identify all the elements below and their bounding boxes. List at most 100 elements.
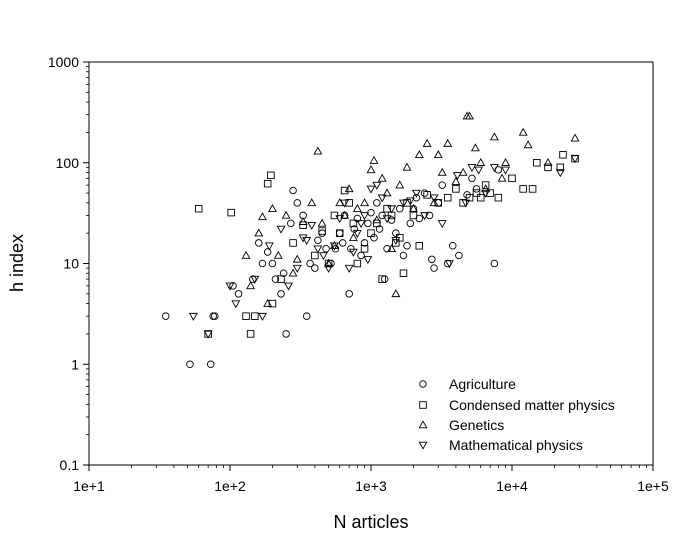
point-mathematical-physics (318, 252, 328, 261)
legend-symbol-agriculture (419, 380, 427, 388)
point-condensed-matter-physics (452, 185, 460, 193)
point-agriculture (399, 251, 408, 260)
point-genetics (433, 150, 443, 159)
legend-marker-agriculture (419, 380, 427, 388)
point-agriculture (229, 282, 237, 290)
point-genetics (273, 250, 283, 259)
point-genetics (497, 173, 507, 182)
point-genetics (335, 198, 345, 207)
point-agriculture (277, 290, 285, 298)
legend-symbol-condensed-matter-physics (419, 401, 427, 409)
point-agriculture (282, 330, 290, 338)
legend-label-condensed-matter-physics: Condensed matter physics (449, 397, 615, 413)
point-genetics (570, 133, 580, 142)
point-agriculture (161, 312, 170, 320)
data-points (161, 111, 580, 369)
point-condensed-matter-physics (556, 163, 565, 172)
point-mathematical-physics (444, 260, 454, 269)
point-condensed-matter-physics (465, 193, 474, 202)
legend-item-agriculture: Agriculture (419, 376, 516, 392)
point-condensed-matter-physics (378, 275, 386, 283)
point-mathematical-physics (302, 237, 312, 246)
point-mathematical-physics (203, 330, 213, 339)
point-condensed-matter-physics (459, 199, 467, 207)
point-agriculture (318, 229, 326, 237)
legend-marker-condensed-matter-physics (419, 401, 427, 409)
x-axis-title: N articles (333, 512, 408, 532)
point-agriculture (335, 229, 344, 237)
point-mathematical-physics (405, 197, 415, 206)
point-genetics (414, 150, 424, 159)
point-genetics (298, 216, 308, 225)
point-agriculture (311, 264, 319, 272)
point-genetics (344, 184, 354, 193)
legend-label-agriculture: Agriculture (449, 376, 516, 392)
point-mathematical-physics (366, 185, 376, 194)
point-genetics (340, 210, 350, 219)
point-mathematical-physics (420, 212, 430, 221)
point-mathematical-physics (411, 189, 421, 198)
point-genetics (369, 155, 379, 164)
point-agriculture (383, 245, 391, 253)
point-condensed-matter-physics (349, 219, 358, 228)
point-genetics (470, 143, 480, 152)
point-condensed-matter-physics (345, 199, 353, 207)
point-condensed-matter-physics (268, 299, 277, 308)
point-mathematical-physics (489, 164, 499, 173)
point-condensed-matter-physics (246, 330, 255, 338)
point-agriculture (357, 251, 365, 260)
point-agriculture (279, 269, 288, 278)
point-agriculture (396, 204, 404, 213)
point-agriculture (406, 219, 415, 228)
legend-item-genetics: Genetics (418, 417, 504, 433)
point-genetics (501, 158, 511, 167)
point-mathematical-physics (387, 205, 397, 214)
point-genetics (292, 254, 302, 263)
point-agriculture (268, 259, 277, 268)
point-mathematical-physics (356, 220, 366, 229)
point-genetics (254, 228, 264, 237)
point-mathematical-physics (307, 221, 317, 230)
point-agriculture (211, 312, 219, 320)
point-agriculture (428, 255, 436, 264)
point-agriculture (420, 189, 429, 197)
point-mathematical-physics (452, 172, 462, 181)
point-agriculture (443, 259, 452, 268)
point-mathematical-physics (474, 166, 484, 175)
point-condensed-matter-physics (399, 269, 408, 278)
point-genetics (288, 268, 298, 277)
point-mathematical-physics (264, 242, 274, 251)
point-agriculture (468, 174, 476, 183)
axis-ticks: 1e+1 1e+2 1e+3 1e+4 1e+5 0.1 1 10 100 1000 (48, 54, 669, 494)
point-genetics (451, 176, 461, 185)
point-condensed-matter-physics (519, 185, 527, 193)
point-mathematical-physics (313, 245, 323, 254)
point-condensed-matter-physics (194, 204, 203, 213)
point-condensed-matter-physics (528, 185, 537, 193)
point-genetics (317, 218, 327, 227)
legend-marker-genetics (418, 420, 428, 429)
point-genetics (246, 281, 256, 290)
point-genetics (372, 215, 382, 224)
point-genetics (366, 165, 376, 174)
point-agriculture (338, 239, 347, 247)
point-agriculture (289, 186, 297, 195)
point-condensed-matter-physics (289, 239, 297, 247)
point-genetics (391, 289, 401, 298)
point-genetics (402, 162, 412, 171)
point-agriculture (472, 185, 481, 193)
point-agriculture (234, 290, 243, 298)
point-genetics (263, 298, 273, 307)
point-condensed-matter-physics (335, 229, 344, 237)
point-condensed-matter-physics (340, 186, 349, 195)
point-mathematical-physics (501, 166, 511, 175)
legend: Agriculture Condensed matter physics Gen… (418, 376, 615, 453)
point-genetics (458, 167, 468, 176)
point-genetics (422, 138, 432, 147)
point-mathematical-physics (377, 194, 387, 203)
point-agriculture (375, 225, 384, 233)
point-condensed-matter-physics (443, 193, 452, 202)
point-mathematical-physics (250, 275, 260, 284)
point-condensed-matter-physics (299, 221, 307, 229)
